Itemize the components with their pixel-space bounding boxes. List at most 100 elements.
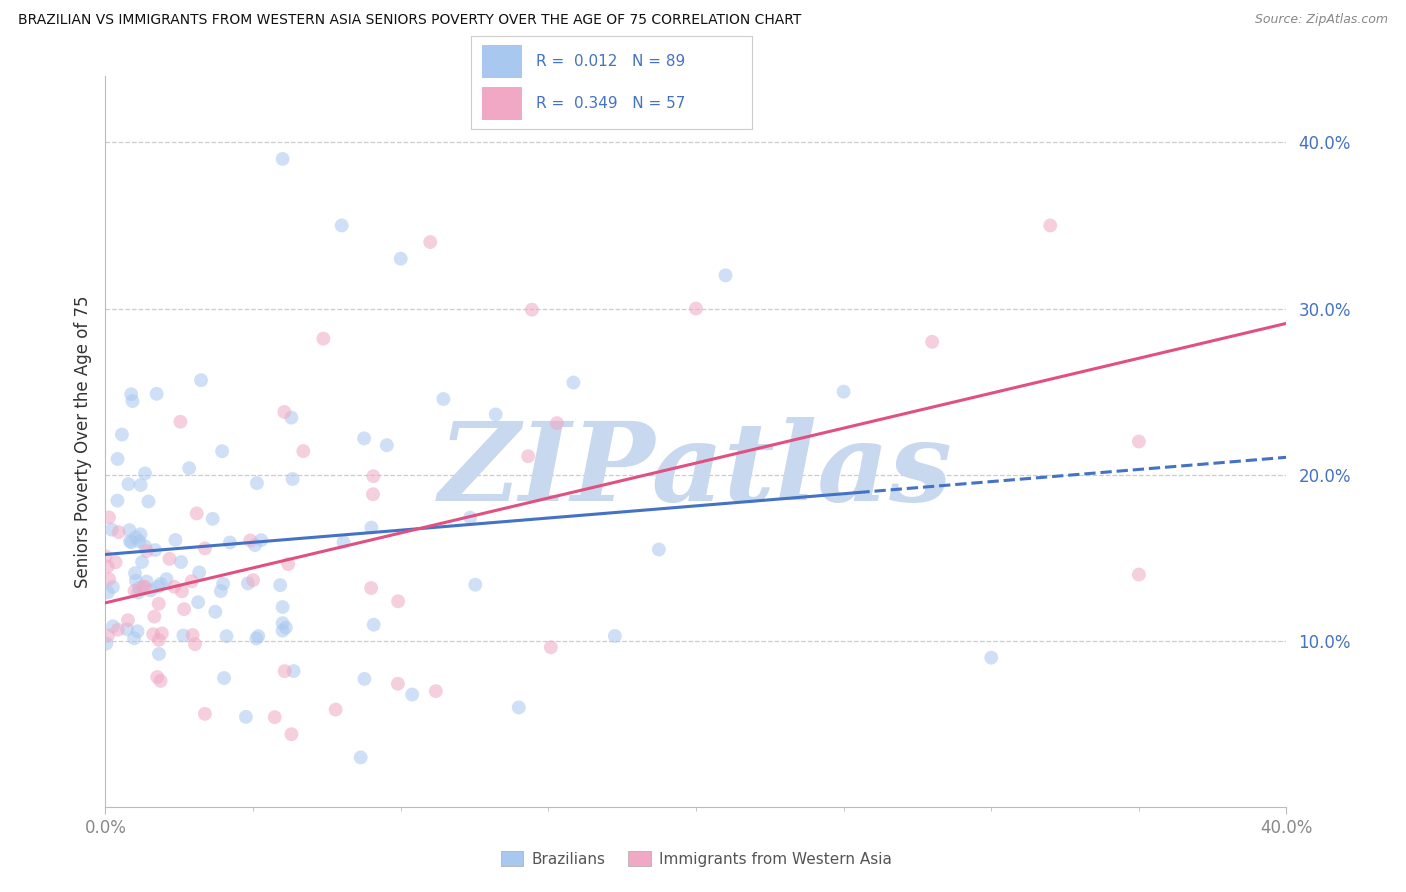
Point bbox=[125, 574, 148, 588]
Point bbox=[165, 533, 187, 547]
Point bbox=[142, 627, 165, 641]
Point bbox=[281, 472, 304, 486]
Point bbox=[148, 647, 170, 661]
Point bbox=[134, 580, 156, 594]
Point bbox=[143, 543, 166, 558]
Point bbox=[485, 408, 508, 422]
Point bbox=[117, 477, 139, 491]
Point bbox=[101, 619, 124, 633]
Point bbox=[360, 520, 382, 534]
Point bbox=[127, 585, 149, 599]
Point bbox=[118, 534, 141, 549]
Point bbox=[148, 632, 170, 647]
Point bbox=[546, 416, 568, 430]
Point bbox=[148, 597, 170, 611]
Point bbox=[100, 523, 122, 537]
Point bbox=[283, 664, 305, 678]
Point bbox=[277, 557, 299, 571]
Point bbox=[685, 301, 707, 316]
Point bbox=[120, 387, 142, 401]
Point bbox=[127, 624, 149, 639]
Point bbox=[520, 302, 543, 317]
Point bbox=[96, 636, 118, 650]
Point bbox=[250, 533, 273, 548]
Point bbox=[132, 580, 155, 594]
Point bbox=[508, 700, 530, 714]
Point bbox=[98, 510, 121, 524]
Point bbox=[107, 525, 129, 540]
Point bbox=[212, 576, 235, 591]
Point bbox=[128, 534, 150, 549]
Point bbox=[363, 617, 385, 632]
Point bbox=[1128, 567, 1150, 582]
Point bbox=[236, 576, 259, 591]
Point bbox=[540, 640, 562, 655]
Point bbox=[194, 541, 217, 556]
Point bbox=[219, 535, 242, 549]
Point bbox=[124, 566, 146, 581]
Point bbox=[562, 376, 585, 390]
Point bbox=[280, 727, 302, 741]
Point bbox=[211, 444, 233, 458]
Y-axis label: Seniors Poverty Over the Age of 75: Seniors Poverty Over the Age of 75 bbox=[73, 295, 91, 588]
Point bbox=[271, 600, 294, 615]
Point bbox=[360, 581, 382, 595]
Point bbox=[135, 544, 157, 558]
Point bbox=[603, 629, 626, 643]
Point bbox=[242, 573, 264, 587]
Point bbox=[714, 268, 737, 283]
Point bbox=[149, 673, 172, 688]
Point bbox=[401, 688, 423, 702]
Point bbox=[263, 710, 285, 724]
Point bbox=[209, 584, 232, 599]
Point bbox=[188, 566, 211, 580]
Point bbox=[361, 487, 384, 501]
Point bbox=[134, 467, 156, 481]
Point bbox=[274, 621, 297, 635]
Point bbox=[159, 552, 181, 566]
Point bbox=[375, 438, 398, 452]
Point bbox=[155, 572, 177, 586]
Point bbox=[186, 507, 208, 521]
Point bbox=[135, 574, 157, 589]
Point bbox=[271, 616, 294, 631]
Point bbox=[389, 252, 412, 266]
Point bbox=[387, 594, 409, 608]
Text: R =  0.349   N = 57: R = 0.349 N = 57 bbox=[536, 96, 685, 112]
Point bbox=[138, 494, 160, 508]
Point bbox=[181, 628, 204, 642]
Point bbox=[271, 152, 294, 166]
Point bbox=[145, 387, 167, 401]
Point bbox=[128, 581, 150, 595]
Point bbox=[97, 559, 120, 574]
Point bbox=[419, 235, 441, 249]
Point bbox=[187, 595, 209, 609]
Text: BRAZILIAN VS IMMIGRANTS FROM WESTERN ASIA SENIORS POVERTY OVER THE AGE OF 75 COR: BRAZILIAN VS IMMIGRANTS FROM WESTERN ASI… bbox=[18, 13, 801, 28]
Point bbox=[105, 493, 128, 508]
Point bbox=[163, 580, 186, 594]
Text: ZIPatlas: ZIPatlas bbox=[439, 417, 953, 524]
Point bbox=[148, 580, 170, 594]
Point bbox=[235, 710, 257, 724]
Point bbox=[280, 410, 302, 425]
Point bbox=[269, 578, 291, 592]
Point bbox=[139, 583, 162, 598]
Point bbox=[215, 629, 238, 643]
Point bbox=[180, 574, 202, 589]
Point bbox=[832, 384, 855, 399]
Point bbox=[247, 629, 270, 643]
Point bbox=[121, 535, 143, 549]
Point bbox=[97, 585, 120, 599]
Point bbox=[104, 555, 127, 569]
Point bbox=[124, 583, 146, 598]
Point bbox=[201, 512, 224, 526]
Point bbox=[517, 449, 540, 463]
Bar bbox=[482, 45, 522, 78]
Point bbox=[980, 650, 1002, 665]
Point bbox=[292, 444, 315, 458]
Point bbox=[312, 332, 335, 346]
Point bbox=[94, 549, 117, 564]
Point bbox=[190, 373, 212, 387]
Point bbox=[184, 637, 207, 651]
Point bbox=[101, 580, 124, 594]
